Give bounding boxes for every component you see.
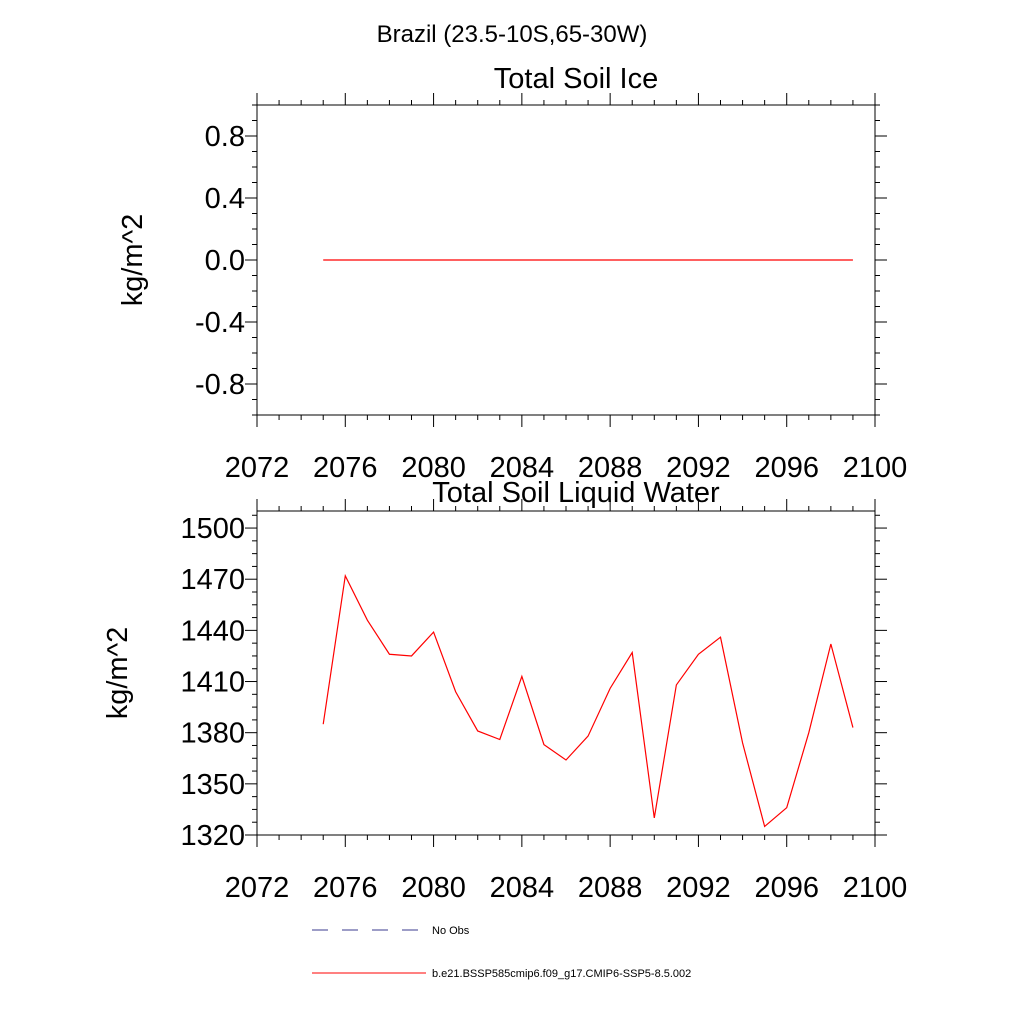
legend: No Obs b.e21.BSSP585cmip6.f09_g17.CMIP6-… bbox=[312, 925, 691, 980]
y-tick-label: 1320 bbox=[180, 820, 245, 852]
figure-suptitle: Brazil (23.5-10S,65-30W) bbox=[377, 21, 648, 48]
x-tick-label: 2088 bbox=[578, 452, 643, 484]
y-tick-label: 1350 bbox=[180, 769, 245, 801]
panel-total-soil-liquid-water: Total Soil Liquid Water kg/m^2 2072 2076 208… bbox=[102, 477, 907, 904]
x-tick-label: 2080 bbox=[401, 872, 466, 904]
y-tick-label: 0.8 bbox=[205, 121, 245, 153]
y-tick-label: 0.4 bbox=[205, 183, 245, 215]
x-tick-label: 2076 bbox=[313, 452, 378, 484]
y-tick-label: -0.8 bbox=[195, 369, 245, 401]
plot-frame bbox=[256, 510, 876, 836]
y-axis-label: kg/m^2 bbox=[102, 627, 134, 720]
x-tick-label: 2072 bbox=[225, 872, 290, 904]
x-tick-label: 2096 bbox=[754, 452, 819, 484]
x-tick-label: 2076 bbox=[313, 872, 378, 904]
y-tick-label: 0.0 bbox=[205, 245, 245, 277]
y-tick-label: -0.4 bbox=[195, 307, 245, 339]
x-tick-label: 2084 bbox=[490, 872, 555, 904]
y-tick-label: 1380 bbox=[180, 718, 245, 750]
legend-label-model: b.e21.BSSP585cmip6.f09_g17.CMIP6-SSP5-8.… bbox=[432, 968, 691, 980]
x-tick-label: 2096 bbox=[754, 872, 819, 904]
x-tick-label: 2092 bbox=[666, 452, 731, 484]
legend-label-no-obs: No Obs bbox=[432, 925, 470, 937]
x-tick-label: 2072 bbox=[225, 452, 290, 484]
y-tick-label: 1440 bbox=[180, 615, 245, 647]
x-tick-label: 2100 bbox=[843, 872, 908, 904]
x-tick-label: 2100 bbox=[843, 452, 908, 484]
x-tick-label: 2088 bbox=[578, 872, 643, 904]
y-axis-label: kg/m^2 bbox=[117, 214, 149, 307]
x-tick-label: 2092 bbox=[666, 872, 731, 904]
x-tick-label: 2080 bbox=[401, 452, 466, 484]
y-tick-label: 1410 bbox=[180, 667, 245, 699]
panel-total-soil-ice: Total Soil Ice kg/m^2 2072 2076 2080 2084 2088… bbox=[117, 63, 907, 484]
y-tick-label: 1500 bbox=[180, 513, 245, 545]
y-tick-label: 1470 bbox=[180, 564, 245, 596]
series-line bbox=[322, 573, 854, 828]
chart-title: Total Soil Ice bbox=[494, 63, 658, 95]
x-tick-label: 2084 bbox=[490, 452, 555, 484]
chart-title: Total Soil Liquid Water bbox=[432, 477, 720, 509]
